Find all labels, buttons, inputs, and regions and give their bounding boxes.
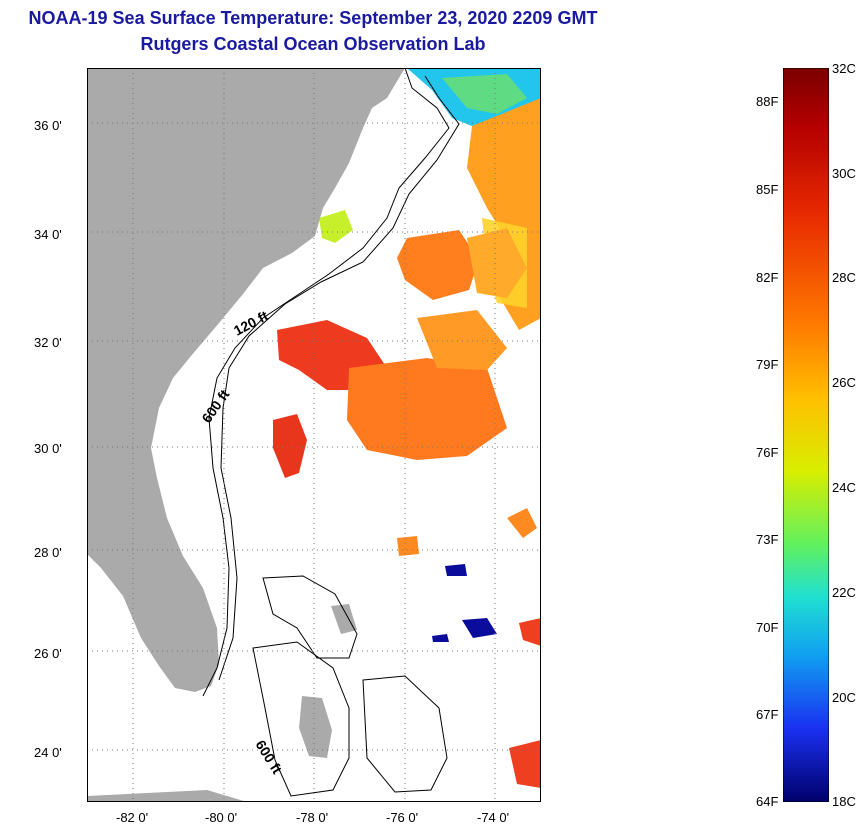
lat-label-32: 32 0' bbox=[34, 335, 62, 350]
us-mainland bbox=[87, 68, 405, 692]
colorbar-gradient bbox=[783, 68, 829, 802]
lat-label-36: 36 0' bbox=[34, 118, 62, 133]
cb-f-64: 64F bbox=[756, 794, 779, 809]
cb-f-85: 85F bbox=[756, 182, 779, 197]
depth-contours bbox=[202, 68, 460, 797]
sst-green-patch bbox=[442, 74, 527, 114]
cb-c-30: 30C bbox=[832, 166, 856, 181]
sst-scatter-1 bbox=[507, 508, 537, 538]
cb-c-20: 20C bbox=[832, 690, 856, 705]
map-frame bbox=[87, 68, 541, 802]
lat-label-24: 24 0' bbox=[34, 745, 62, 760]
sst-scatter-2 bbox=[397, 536, 419, 556]
lat-label-30: 30 0' bbox=[34, 441, 62, 456]
sst-red-blob-small bbox=[273, 414, 307, 478]
cuba-coast bbox=[87, 790, 247, 802]
lon-label-82: -82 0' bbox=[116, 810, 149, 825]
cb-c-26: 26C bbox=[832, 375, 856, 390]
sst-patches bbox=[273, 68, 541, 788]
lon-label-76: -76 0' bbox=[386, 810, 419, 825]
sst-coastal-green bbox=[319, 210, 353, 243]
sst-orange-blob-2 bbox=[467, 228, 527, 298]
sst-orange-blob-4 bbox=[417, 310, 507, 370]
sst-orange-blob-1 bbox=[397, 230, 479, 300]
map-title: NOAA-19 Sea Surface Temperature: Septemb… bbox=[28, 8, 598, 28]
graticule bbox=[87, 68, 541, 802]
cb-c-24: 24C bbox=[832, 480, 856, 495]
cb-c-18: 18C bbox=[832, 794, 856, 809]
lon-label-74: -74 0' bbox=[477, 810, 510, 825]
cb-f-88: 88F bbox=[756, 94, 779, 109]
sst-cold-1 bbox=[445, 564, 467, 576]
sst-cold-3 bbox=[432, 634, 449, 642]
map-subtitle: Rutgers Coastal Ocean Observation Lab bbox=[140, 34, 486, 54]
sst-orange-blob-3 bbox=[347, 358, 507, 460]
andros-island bbox=[299, 696, 332, 758]
sst-cold-2 bbox=[462, 618, 497, 638]
colorbar bbox=[783, 68, 829, 802]
cb-f-73: 73F bbox=[756, 532, 779, 547]
cb-f-67: 67F bbox=[756, 707, 779, 722]
lat-label-26: 26 0' bbox=[34, 646, 62, 661]
land-masses bbox=[87, 68, 405, 802]
lon-label-80: -80 0' bbox=[205, 810, 238, 825]
cb-f-70: 70F bbox=[756, 620, 779, 635]
sst-map: 120 ft 600 ft 600 ft bbox=[87, 68, 541, 802]
cb-c-28: 28C bbox=[832, 270, 856, 285]
lat-label-34: 34 0' bbox=[34, 227, 62, 242]
cb-c-22: 22C bbox=[832, 585, 856, 600]
cb-f-76: 76F bbox=[756, 445, 779, 460]
cb-f-82: 82F bbox=[756, 270, 779, 285]
sst-scatter-3 bbox=[519, 618, 541, 646]
cb-c-32: 32C bbox=[832, 61, 856, 76]
cb-f-79: 79F bbox=[756, 357, 779, 372]
lon-label-78: -78 0' bbox=[296, 810, 329, 825]
abaco-island bbox=[331, 604, 357, 634]
lat-label-28: 28 0' bbox=[34, 545, 62, 560]
sst-scatter-4 bbox=[509, 740, 541, 788]
